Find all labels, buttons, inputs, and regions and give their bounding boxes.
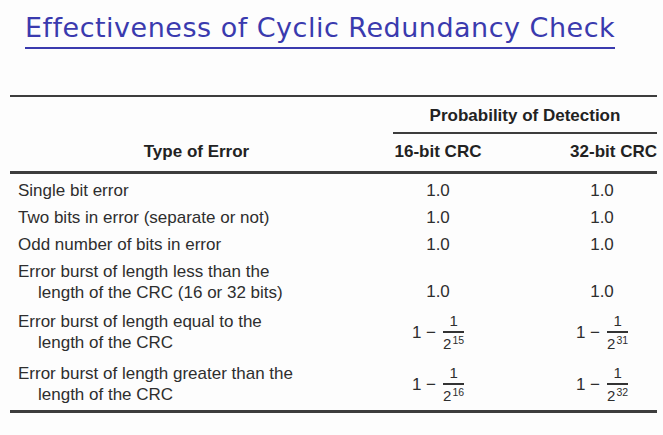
table-row: Error burst of length equal to the lengt…: [10, 306, 657, 358]
crc16-column-header: 16-bit CRC: [383, 142, 493, 162]
column-header-row: Type of Error 16-bit CRC 32-bit CRC: [10, 134, 657, 171]
exponent: 31: [616, 334, 628, 346]
error-type-label: Error burst of length less than the leng…: [10, 261, 383, 303]
error-type-label: Error burst of length greater than the l…: [10, 363, 383, 405]
crc32-value: 1.0: [547, 234, 657, 255]
table-row: Error burst of length less than the leng…: [10, 258, 657, 306]
table-row: Odd number of bits in error 1.0 1.0: [10, 231, 657, 258]
exponent: 15: [452, 334, 464, 346]
crc32-value: 1 − 1 231: [547, 313, 657, 351]
type-of-error-header: Type of Error: [10, 142, 383, 162]
crc32-value: 1.0: [547, 207, 657, 228]
fraction-expression: 1 − 1 215: [412, 313, 464, 351]
error-type-label: Error burst of length equal to the lengt…: [10, 311, 383, 353]
crc16-value: 1 − 1 215: [383, 313, 493, 351]
error-type-label: Odd number of bits in error: [10, 234, 383, 255]
fraction-expression: 1 − 1 231: [576, 313, 628, 351]
table-row: Error burst of length greater than the l…: [10, 358, 657, 410]
slide-page: Effectiveness of Cyclic Redundancy Check…: [0, 0, 663, 435]
table-row: Single bit error 1.0 1.0: [10, 174, 657, 204]
crc16-value: 1.0: [383, 207, 493, 228]
page-title: Effectiveness of Cyclic Redundancy Check: [25, 12, 615, 49]
crc32-value: 1.0: [547, 180, 657, 201]
fraction-expression: 1 − 1 216: [412, 365, 464, 403]
crc16-value: 1 − 1 216: [383, 365, 493, 403]
table-row: Two bits in error (separate or not) 1.0 …: [10, 204, 657, 231]
table-bottom-rule: [10, 410, 657, 413]
error-type-label: Single bit error: [10, 180, 383, 201]
exponent: 16: [452, 386, 464, 398]
crc32-value: 1.0: [547, 281, 657, 303]
crc16-value: 1.0: [383, 180, 493, 201]
crc32-column-header: 32-bit CRC: [547, 142, 657, 162]
exponent: 32: [616, 386, 628, 398]
fraction: 1 232: [607, 365, 628, 403]
crc32-value: 1 − 1 232: [547, 365, 657, 403]
group-header-row: Probability of Detection: [10, 97, 657, 134]
fraction-expression: 1 − 1 232: [576, 365, 628, 403]
fraction: 1 231: [607, 313, 628, 351]
probability-of-detection-header: Probability of Detection: [393, 106, 657, 134]
fraction: 1 216: [443, 365, 464, 403]
crc16-value: 1.0: [383, 281, 493, 303]
error-type-label: Two bits in error (separate or not): [10, 207, 383, 228]
crc16-value: 1.0: [383, 234, 493, 255]
crc-effectiveness-table: Probability of Detection Type of Error 1…: [10, 95, 657, 413]
group-header-spacer: [10, 106, 383, 134]
fraction: 1 215: [443, 313, 464, 351]
header-spacer: [493, 142, 547, 162]
